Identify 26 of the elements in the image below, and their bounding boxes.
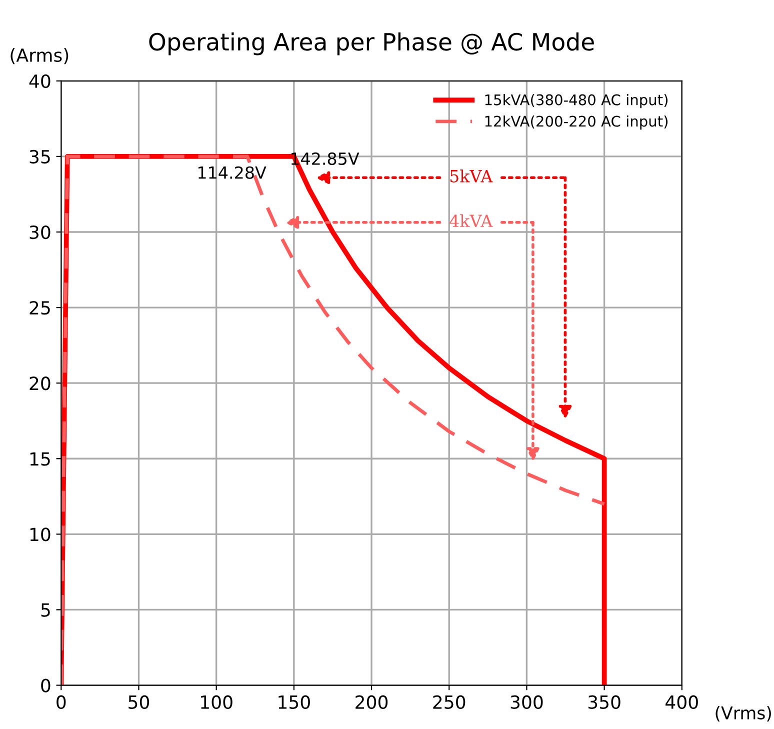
- chart-title: Operating Area per Phase @ AC Mode: [149, 32, 594, 56]
- legend-label: 15kVA(380-480 AC input): [485, 94, 668, 108]
- x-tick-label: 400: [666, 695, 698, 709]
- y-tick-label: 25: [30, 301, 50, 315]
- annotation: 5kVA: [450, 170, 493, 182]
- x-tick-label: 100: [201, 695, 232, 709]
- x-tick-label: 250: [433, 695, 466, 709]
- y-tick-label: 15: [30, 452, 50, 466]
- x-tick-label: 350: [588, 695, 620, 709]
- x-tick-label: 50: [128, 695, 150, 709]
- y-tick-label: 30: [30, 225, 50, 240]
- y-tick-label: 5: [41, 603, 50, 617]
- x-tick-label: 200: [356, 695, 388, 709]
- y-tick-label: 20: [30, 376, 50, 390]
- annotation: 114.28V: [198, 166, 266, 179]
- x-tick-label: 0: [56, 695, 66, 709]
- annotation: 4kVA: [450, 214, 493, 227]
- x-axis-title: (Vrms): [716, 706, 771, 722]
- y-tick-label: 40: [29, 74, 50, 88]
- y-tick-label: 35: [30, 150, 50, 164]
- legend-label: 12kVA(200-220 AC input): [485, 115, 668, 130]
- x-tick-label: 300: [510, 695, 543, 709]
- y-tick-label: 10: [30, 528, 50, 542]
- y-axis-title: (Arms): [10, 48, 68, 64]
- y-tick-label: 0: [41, 678, 50, 692]
- x-tick-label: 150: [278, 695, 310, 709]
